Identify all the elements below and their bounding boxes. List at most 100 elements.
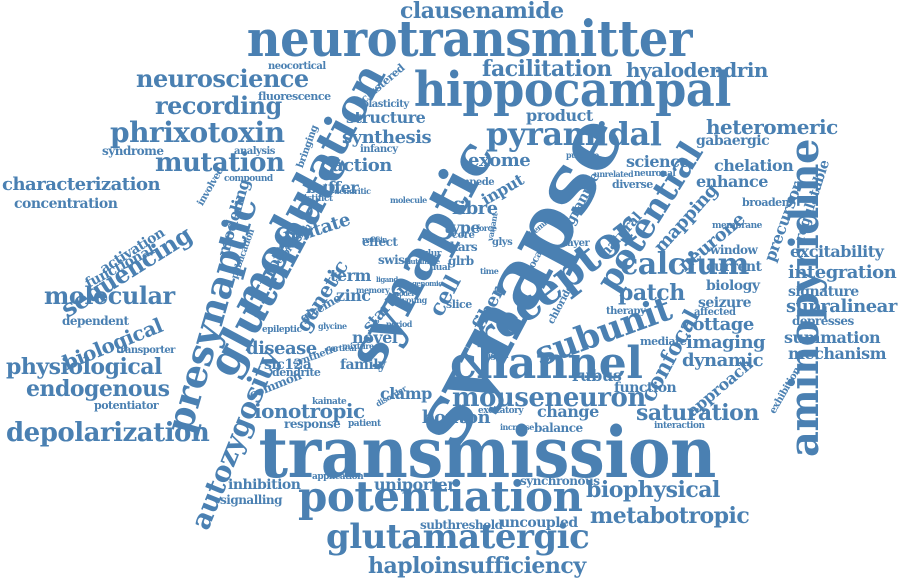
word: core <box>452 230 475 241</box>
word: mutation <box>155 148 285 178</box>
word: action <box>332 155 392 176</box>
word: subthreshold <box>420 518 503 532</box>
word: memory <box>356 285 390 295</box>
word: current <box>706 259 762 275</box>
word: glutamatergic <box>326 517 590 557</box>
word: concentration <box>14 196 118 212</box>
word: infancy <box>360 144 398 155</box>
word: signal <box>484 350 509 360</box>
word: facilitation <box>482 56 612 82</box>
word: molecular <box>44 281 175 310</box>
word: neocortical <box>268 61 326 72</box>
word: enhance <box>696 172 768 191</box>
word: gabaergic <box>696 133 770 149</box>
word: dependent <box>62 314 129 328</box>
word: affected <box>694 307 736 318</box>
word: glur <box>422 249 442 259</box>
word: dual <box>430 263 451 273</box>
word: heteromeric <box>706 115 838 139</box>
word: increase <box>500 422 534 432</box>
word: seizure <box>698 295 752 311</box>
word: potentiation <box>298 472 583 521</box>
word: time <box>480 266 499 276</box>
word: biology <box>706 278 760 294</box>
word: period <box>386 319 412 329</box>
word: compound <box>224 174 273 184</box>
word: interaction <box>654 421 705 431</box>
word: neurotransmitter <box>246 9 693 68</box>
word: rubus <box>572 366 622 385</box>
word: buffer <box>306 178 359 197</box>
word: synchronous <box>520 474 600 488</box>
word: putative <box>566 150 599 160</box>
word: fibre <box>452 198 498 219</box>
word: remain <box>362 235 387 244</box>
word: dendrite <box>272 366 321 379</box>
word: excitability <box>790 242 884 261</box>
word: response <box>284 417 341 431</box>
word: chelation <box>714 156 794 175</box>
word: glutamine <box>404 257 440 266</box>
word: mediate <box>640 335 687 348</box>
word: hyalodendrin <box>626 58 768 82</box>
word: clausenamide <box>400 0 564 24</box>
word: membrane <box>712 221 762 231</box>
word: change <box>537 402 599 421</box>
word: unrelated <box>594 169 634 179</box>
word: impede <box>456 177 495 188</box>
word: mouseneuron <box>452 383 646 413</box>
word: transmission <box>258 411 717 494</box>
word: effect <box>362 235 398 249</box>
word: patient <box>348 419 381 429</box>
word: patch <box>618 280 685 306</box>
word: inhibition <box>228 477 301 493</box>
word: depresses <box>792 314 854 328</box>
word: distinct <box>298 194 333 204</box>
word: model <box>392 289 414 298</box>
word: slice <box>446 298 472 311</box>
word: cottage <box>682 314 754 335</box>
word: plasticity <box>362 99 409 110</box>
word: signature <box>788 284 859 300</box>
word: dendritic <box>334 186 371 196</box>
word: exome <box>468 150 531 171</box>
word: calcium <box>620 247 749 282</box>
word: endogenous <box>26 376 170 402</box>
word: supralinear <box>786 296 897 317</box>
word: application <box>312 472 364 482</box>
word: function <box>614 380 677 396</box>
word: uncoupled <box>500 515 578 531</box>
word: haploinsufficiency <box>368 553 586 579</box>
word: kars <box>450 240 478 254</box>
word: disease <box>246 338 317 359</box>
word: family <box>340 357 386 373</box>
word: broaden <box>742 196 790 209</box>
word: young <box>402 295 427 305</box>
word: molecule <box>390 195 427 205</box>
word: kainate <box>312 397 347 407</box>
word: pyramidal <box>486 115 662 153</box>
word: physiological <box>6 354 162 380</box>
word: fluorescence <box>258 90 331 103</box>
word: zinc <box>336 286 371 305</box>
word: term <box>330 266 371 285</box>
word: summation <box>784 328 881 347</box>
word: epileptic <box>262 325 302 335</box>
word: dynamic <box>682 350 764 371</box>
word: ionotropic <box>254 399 365 423</box>
word: product <box>526 106 593 125</box>
word: syndrome <box>102 144 164 158</box>
word: integration <box>788 262 897 283</box>
word: cortical <box>326 343 357 353</box>
word: science <box>626 152 690 171</box>
word: phrixotoxin <box>110 116 285 149</box>
word: clamp <box>380 384 432 403</box>
word: ligand <box>376 275 398 284</box>
word: window <box>710 243 758 257</box>
word: characterization <box>2 174 161 195</box>
word: novel <box>352 328 398 347</box>
word: recording <box>155 91 282 120</box>
word: signalling <box>220 493 283 507</box>
word: imaging <box>686 332 766 353</box>
